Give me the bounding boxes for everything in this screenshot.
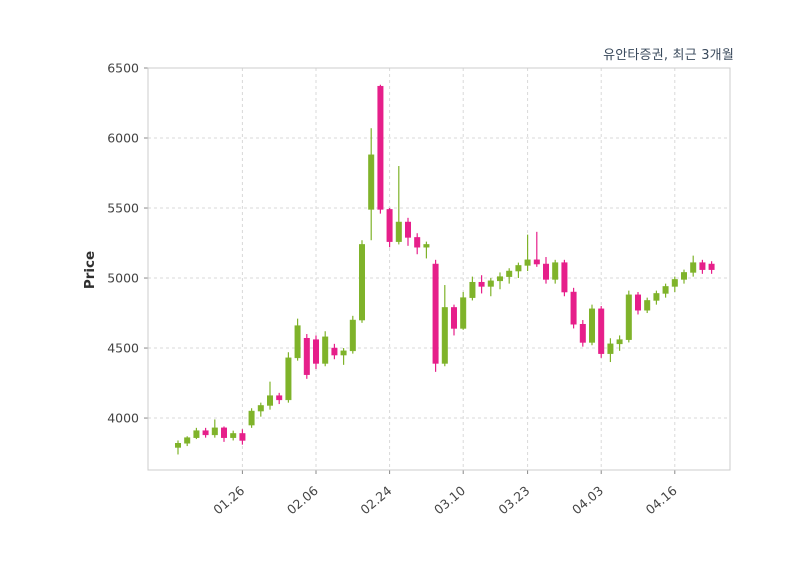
x-tick-label: 04.03	[569, 483, 606, 518]
candle-body-down	[561, 262, 568, 293]
candle-body-up	[690, 262, 697, 273]
candle-body-up	[607, 343, 614, 354]
candle-body-down	[598, 308, 605, 354]
candle-body-up	[184, 437, 191, 444]
candle-body-down	[635, 294, 641, 311]
candle-body-up	[589, 308, 595, 343]
candle-body-up	[349, 319, 356, 352]
candle-body-down	[432, 263, 439, 364]
candle-body-up	[616, 339, 623, 345]
x-tick-label: 02.24	[357, 483, 394, 518]
x-tick-label: 02.06	[284, 483, 321, 518]
candle-body-up	[487, 280, 494, 287]
y-axis-label: Price	[82, 250, 98, 290]
candle-body-up	[625, 294, 632, 340]
y-tick-label: 5500	[107, 201, 139, 216]
candle-body-up	[469, 281, 476, 298]
candle-body-up	[681, 272, 687, 280]
candle-body-up	[267, 395, 273, 406]
candle-body-up	[497, 276, 503, 282]
candle-body-down	[313, 339, 319, 364]
candle-body-up	[257, 405, 264, 412]
candle-body-down	[377, 85, 384, 210]
candle-body-up	[175, 443, 181, 448]
x-tick-label: 01.26	[210, 483, 247, 518]
candle-body-down	[303, 337, 310, 375]
candle-body-up	[368, 154, 375, 210]
candle-body-down	[221, 427, 227, 438]
candle-body-up	[515, 265, 522, 272]
candle-body-down	[202, 430, 209, 436]
candle-body-down	[579, 323, 586, 343]
y-tick-label: 4500	[107, 341, 139, 356]
candle-body-up	[211, 427, 218, 436]
candle-body-up	[524, 259, 531, 266]
chart-title: 유안타증권, 최근 3개월	[603, 48, 734, 63]
candle-body-down	[239, 433, 246, 441]
candle-body-up	[671, 279, 678, 287]
candle-body-up	[359, 244, 365, 321]
candle-body-up	[460, 297, 467, 329]
x-tick-label: 04.16	[643, 483, 680, 518]
candle-body-up	[506, 270, 513, 277]
candle-body-down	[708, 263, 715, 270]
candle-body-up	[662, 286, 669, 294]
candle-body-up	[248, 410, 255, 426]
candle-body-up	[395, 221, 402, 242]
y-tick-label: 5000	[107, 271, 139, 286]
candle-body-down	[570, 291, 577, 325]
candle-body-down	[533, 259, 540, 265]
y-tick-label: 6000	[107, 131, 139, 146]
x-tick-label: 03.23	[495, 483, 532, 518]
candle-body-down	[276, 395, 283, 401]
candle-body-up	[230, 433, 237, 438]
candle-body-up	[294, 325, 301, 359]
y-tick-label: 6500	[107, 61, 139, 76]
candle-body-down	[699, 262, 706, 270]
candle-body-down	[414, 237, 421, 248]
x-tick-label: 03.10	[431, 483, 468, 518]
candle-body-up	[441, 307, 448, 364]
candle-body-down	[543, 263, 549, 280]
candle-body-down	[405, 221, 411, 238]
candle-body-down	[451, 307, 457, 329]
candle-body-up	[322, 336, 329, 364]
candle-body-up	[193, 430, 200, 438]
plot-border	[147, 67, 731, 471]
candle-body-up	[285, 357, 292, 401]
candle-body-down	[386, 209, 393, 242]
candle-body-up	[644, 300, 651, 311]
candle-body-up	[653, 293, 660, 301]
candle-body-up	[552, 262, 559, 280]
candle-body-down	[331, 347, 338, 356]
candle-body-down	[478, 281, 485, 287]
candle-body-up	[340, 350, 347, 356]
y-tick-label: 4000	[107, 411, 139, 426]
candle-body-up	[423, 244, 430, 248]
